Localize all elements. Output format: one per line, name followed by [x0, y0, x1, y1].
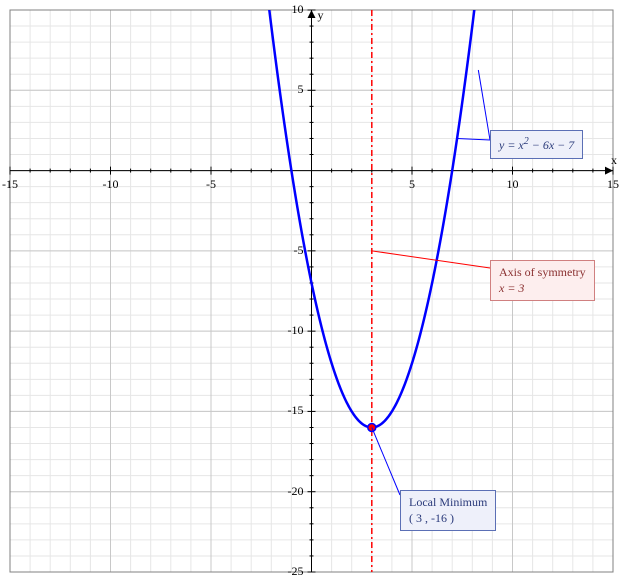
x-tick-label: -5 — [196, 177, 226, 192]
y-tick-label: -15 — [274, 403, 304, 418]
x-tick-label: -10 — [96, 177, 126, 192]
y-tick-label: 5 — [274, 82, 304, 97]
x-tick-label: 15 — [598, 177, 623, 192]
local-minimum-value: ( 3 , -16 ) — [409, 511, 487, 527]
equation-text: y = x2 − 6x − 7 — [499, 138, 574, 152]
y-tick-label: -20 — [274, 484, 304, 499]
axis-symmetry-annotation: Axis of symmetry x = 3 — [490, 260, 595, 301]
x-tick-label: 5 — [397, 177, 427, 192]
local-minimum-label: Local Minimum — [409, 495, 487, 511]
y-axis-label: y — [318, 8, 324, 23]
y-tick-label: -5 — [274, 243, 304, 258]
y-tick-label: -10 — [274, 323, 304, 338]
x-tick-label: -15 — [0, 177, 25, 192]
equation-annotation: y = x2 − 6x − 7 — [490, 130, 583, 159]
axis-symmetry-label: Axis of symmetry — [499, 265, 586, 281]
x-axis-label: x — [611, 153, 617, 168]
y-tick-label: 10 — [274, 2, 304, 17]
chart-container: y = x2 − 6x − 7 Axis of symmetry x = 3 L… — [0, 0, 623, 582]
local-minimum-annotation: Local Minimum ( 3 , -16 ) — [400, 490, 496, 531]
x-tick-label: 10 — [498, 177, 528, 192]
y-tick-label: -25 — [274, 564, 304, 579]
axis-symmetry-value: x = 3 — [499, 281, 586, 297]
